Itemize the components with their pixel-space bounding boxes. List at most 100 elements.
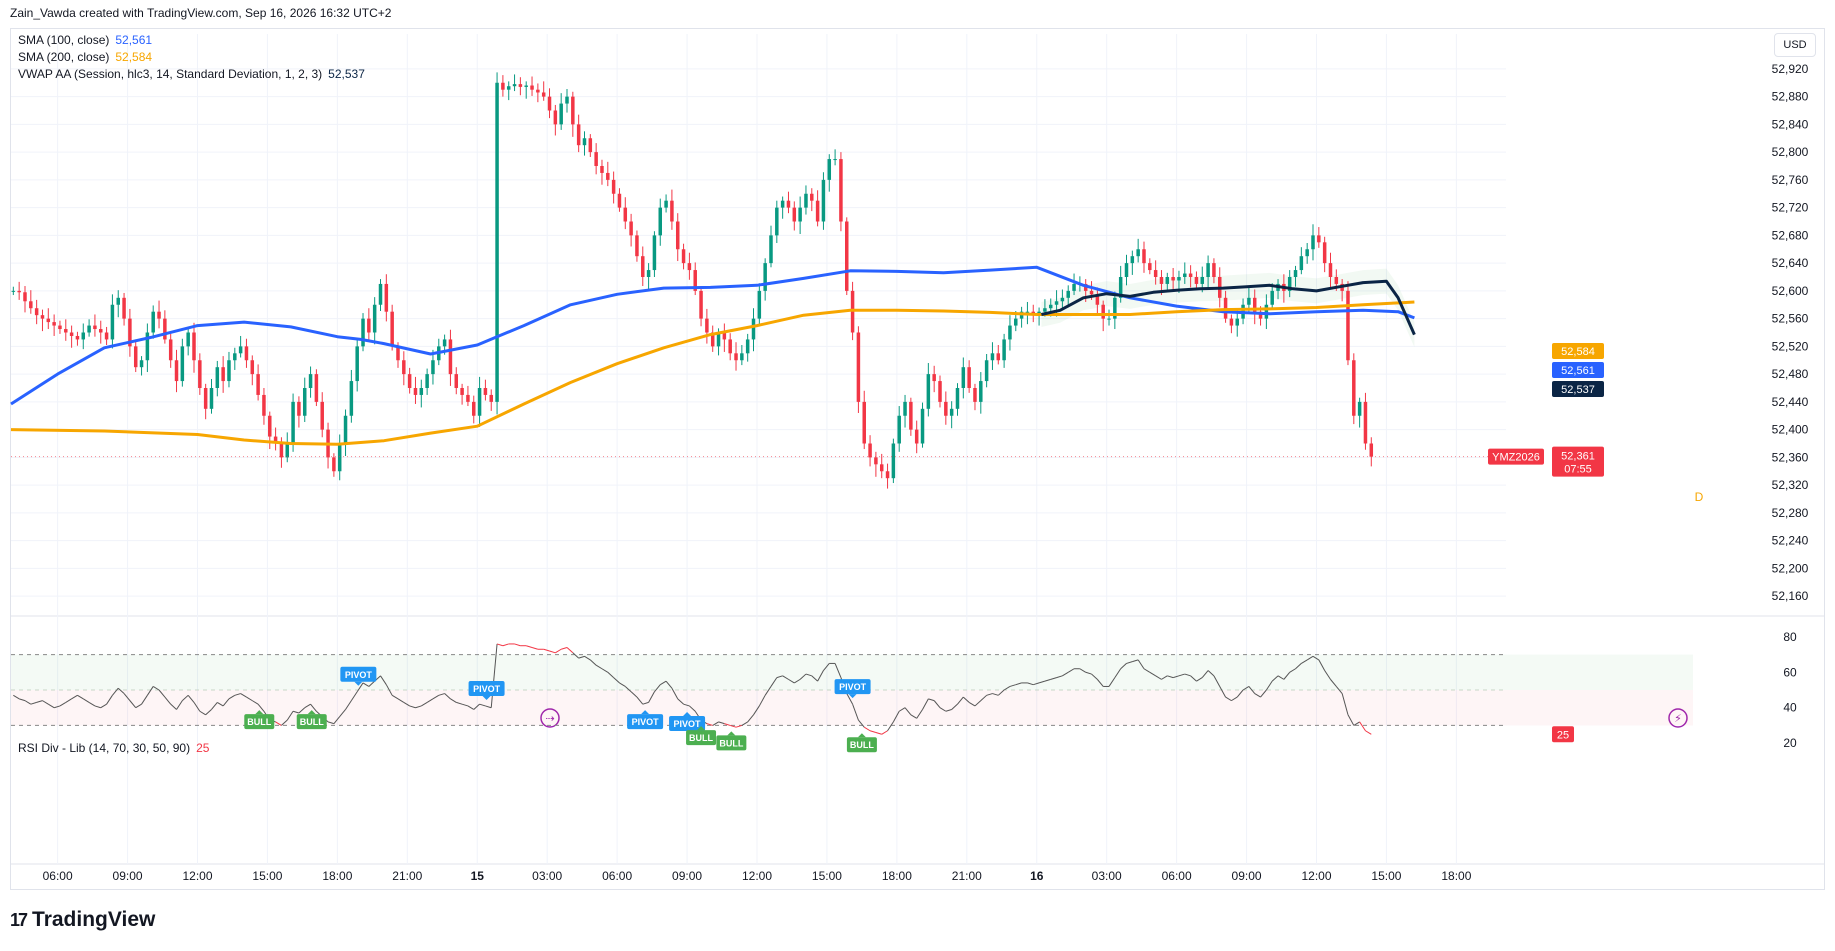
- price-label-value: 52,584: [1561, 346, 1595, 358]
- bull-label: [244, 714, 275, 730]
- rsi-line-segment: [1190, 675, 1197, 682]
- candle-body: [285, 443, 290, 458]
- candle-body: [646, 270, 651, 277]
- candle-body: [139, 360, 144, 368]
- candle-body: [1171, 277, 1175, 281]
- candle-body: [413, 388, 418, 395]
- candle-body: [116, 297, 120, 305]
- rsi-line-segment: [1143, 668, 1151, 673]
- legend-vwap[interactable]: VWAP AA (Session, hlc3, 14, Standard Dev…: [18, 67, 365, 81]
- candle-body: [1165, 277, 1170, 284]
- rsi-line-segment: [904, 707, 912, 716]
- candle-body: [268, 415, 272, 437]
- rsi-line-segment: [1324, 670, 1331, 680]
- rsi-line-segment: [438, 693, 445, 696]
- candle-body: [716, 332, 721, 347]
- lightning-glyph: ⚡: [1674, 712, 1682, 725]
- rsi-line-segment: [467, 705, 475, 710]
- legend-rsi[interactable]: RSI Div - Lib (14, 70, 30, 50, 90) 25: [18, 741, 209, 755]
- rsi-line-segment: [1365, 730, 1372, 735]
- rsi-line-segment: [1260, 689, 1267, 698]
- candle-body: [466, 394, 470, 402]
- candle-body: [687, 263, 692, 271]
- rsi-line-segment: [1161, 675, 1168, 680]
- time-axis: 06:00 09:00 12:00 15:00 18:00 21:00 15 03:00 06:…: [43, 869, 1472, 883]
- price-tick-label: 52,560: [1772, 312, 1809, 326]
- rsi-line-segment: [304, 703, 311, 709]
- time-tick-label: 15:00: [252, 869, 282, 883]
- rsi-line-segment: [1108, 677, 1116, 687]
- legend-sma-100[interactable]: SMA (100, close) 52,561: [18, 33, 152, 47]
- rsi-line-segment: [1207, 670, 1215, 677]
- price-tick-label: 52,240: [1772, 534, 1809, 548]
- candle-body: [460, 388, 464, 395]
- time-tick-label: 18:00: [322, 869, 352, 883]
- rsi-line-segment: [42, 700, 49, 705]
- legend-value: 52,561: [115, 33, 153, 47]
- rsi-line-segment: [607, 671, 614, 678]
- candle-body: [396, 346, 400, 361]
- candle-body: [244, 346, 249, 361]
- candle-body: [693, 270, 697, 291]
- candle-body: [1183, 273, 1187, 277]
- price-tick-label: 52,320: [1772, 478, 1809, 492]
- candle-body: [180, 346, 185, 382]
- rsi-line-segment: [117, 687, 125, 694]
- candle-body: [710, 332, 715, 347]
- time-tick-label: 21:00: [952, 869, 982, 883]
- candle-body: [926, 374, 931, 409]
- candle-body: [571, 96, 575, 125]
- price-axis: 52,920 52,880 52,840 52,800 52,760 52,720 52,6…: [1772, 62, 1809, 603]
- candle-body: [751, 318, 756, 340]
- candle-body: [885, 471, 890, 479]
- pivot-label-text: PIVOT: [839, 682, 867, 692]
- candle-body: [11, 290, 16, 292]
- rsi-line-segment: [578, 655, 585, 659]
- price-tick-label: 52,200: [1772, 561, 1809, 575]
- rsi-line-segment: [211, 702, 218, 710]
- candle-body: [1101, 304, 1105, 319]
- candle-body: [623, 207, 628, 222]
- rsi-line-segment: [561, 647, 568, 650]
- pivot-label: [834, 679, 871, 695]
- candle-body: [297, 401, 301, 416]
- candle-body: [600, 166, 604, 173]
- bull-arrow: [857, 733, 866, 738]
- rsi-line-segment: [1184, 673, 1191, 677]
- candle-body: [705, 318, 709, 333]
- tradingview-logo[interactable]: 17 TradingView: [10, 908, 155, 932]
- rsi-line-segment: [356, 682, 364, 693]
- rsi-line-segment: [945, 709, 952, 712]
- rsi-line-segment: [146, 686, 154, 696]
- candle-body: [472, 401, 476, 416]
- price-tick-label: 52,480: [1772, 367, 1809, 381]
- candle-body: [891, 443, 896, 479]
- candle-body: [909, 401, 913, 430]
- rsi-line-segment: [1091, 673, 1098, 680]
- rsi-line-segment: [619, 682, 626, 687]
- rsi-line-segment: [1289, 668, 1296, 673]
- candle-body: [332, 457, 336, 472]
- rsi-line-segment: [1213, 675, 1221, 687]
- rsi-line-segment: [257, 703, 265, 712]
- candle-body: [990, 353, 995, 361]
- time-tick-label: 09:00: [1232, 869, 1262, 883]
- candle-body: [174, 360, 179, 382]
- candle-body: [763, 263, 767, 291]
- rsi-line-segment: [624, 686, 632, 693]
- legend-sma-200[interactable]: SMA (200, close) 52,584: [18, 50, 152, 64]
- candle-body: [874, 457, 878, 465]
- candle-body: [973, 388, 977, 402]
- candle-body: [524, 85, 528, 87]
- rsi-line-segment: [718, 721, 725, 725]
- candles: [11, 72, 1374, 489]
- candle-body: [1352, 360, 1356, 416]
- rsi-line-segment: [502, 643, 509, 647]
- candle-body: [104, 332, 109, 340]
- currency-button[interactable]: USD: [1774, 33, 1816, 57]
- rsi-line-segment: [1033, 682, 1040, 686]
- price-label-tag: [1552, 343, 1604, 359]
- rsi-line-segment: [1096, 679, 1104, 687]
- rsi-line-segment: [572, 652, 579, 659]
